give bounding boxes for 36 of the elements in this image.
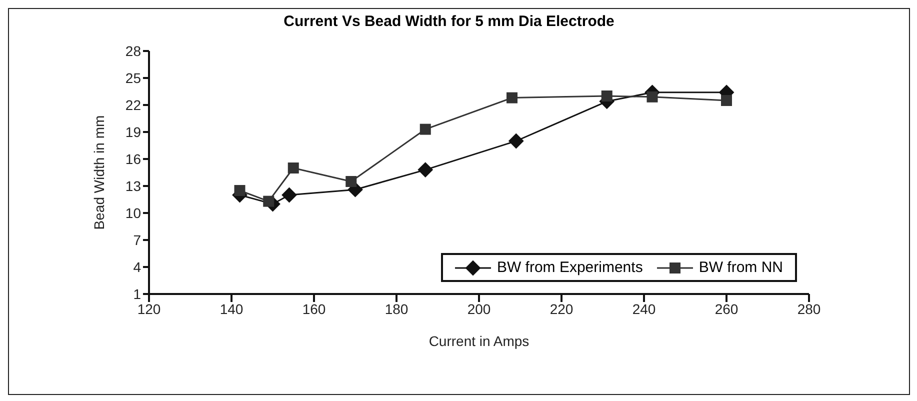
point: [234, 185, 246, 196]
x-tick-label: 160: [302, 300, 326, 317]
y-tick-label: 4: [133, 258, 142, 275]
chart-title: Current Vs Bead Width for 5 mm Dia Electrode: [282, 13, 616, 30]
legend-label: BW from Experiments: [496, 259, 643, 276]
x-tick-label: 220: [550, 300, 574, 317]
point: [288, 162, 299, 174]
x-tick-label: 280: [797, 300, 821, 317]
x-tick-label: 260: [714, 300, 738, 317]
y-tick-label: 25: [125, 70, 142, 86]
point: [721, 95, 732, 106]
y-tick-label: 19: [125, 124, 142, 140]
point: [646, 91, 658, 102]
point: [263, 196, 274, 207]
y-tick-label: 10: [125, 204, 142, 221]
x-tick-label: 140: [220, 300, 244, 317]
x-tick-label: 200: [467, 300, 491, 317]
point: [282, 188, 297, 202]
x-tick-label: 180: [384, 300, 408, 317]
point: [508, 134, 524, 148]
legend-label: BW from NN: [698, 259, 783, 276]
x-tick-label: 120: [137, 300, 161, 317]
point: [420, 124, 431, 135]
x-axis-title: Current in Amps: [428, 333, 530, 349]
y-tick-label: 13: [125, 178, 142, 194]
y-axis-title: Bead Width in mm: [90, 115, 107, 230]
y-tick-label: 28: [125, 42, 142, 59]
y-tick-label: 16: [125, 150, 142, 167]
y-tick-label: 22: [125, 96, 142, 113]
point: [346, 176, 357, 187]
point: [601, 90, 612, 102]
point: [506, 92, 518, 104]
y-tick-label: 7: [133, 232, 142, 248]
point: [418, 162, 433, 178]
x-tick-label: 240: [632, 300, 656, 317]
y-tick-label: 1: [133, 286, 142, 302]
